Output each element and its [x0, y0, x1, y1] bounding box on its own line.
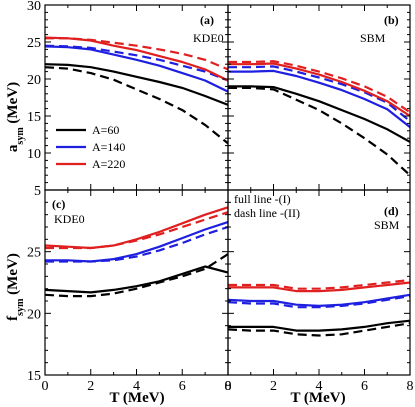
- series-line-panel-c-5: [45, 211, 229, 250]
- y-tick-label-panel-a: 20: [27, 73, 41, 88]
- series-line-panel-a-5: [45, 37, 229, 71]
- panel-a-label: KDE0: [193, 31, 224, 45]
- panel-b: [227, 4, 411, 191]
- series-line-panel-d-4: [228, 281, 411, 293]
- y-tick-label-panel-c: 20: [27, 307, 41, 322]
- annotation-dash-line: dash line -(II): [234, 206, 300, 220]
- series-line-panel-b-4: [228, 62, 411, 117]
- series-line-panel-c-1: [44, 253, 229, 298]
- series-line-panel-c-3: [45, 225, 229, 263]
- panel-d-tag: (d): [384, 204, 399, 218]
- series-line-panel-b-5: [228, 60, 411, 114]
- x-tick-label-panel-d: 2: [270, 379, 277, 394]
- y-tick-label-panel-c: 25: [27, 246, 41, 261]
- panel-d-label: SBM: [374, 218, 400, 232]
- y-axis-title-bottom: fsym (MeV): [5, 253, 26, 321]
- series-line-panel-d-3: [227, 295, 411, 309]
- legend-label-a140: A=140: [92, 140, 125, 154]
- y-tick-label-panel-a: 25: [27, 36, 41, 51]
- y-tick-label-panel-a: 5: [34, 184, 41, 199]
- annotation-full-line: full line -(I): [234, 192, 291, 206]
- panel-c-tag: (c): [52, 197, 65, 211]
- x-axis-title-right: T (MeV): [290, 390, 345, 406]
- series-line-panel-d-1: [227, 322, 411, 337]
- series-line-panel-d-5: [228, 278, 411, 290]
- series-line-panel-b-1: [228, 86, 411, 177]
- y-tick-label-panel-a: 30: [27, 0, 41, 14]
- series-line-panel-c-0: [44, 265, 229, 294]
- x-axis-title-left: T (MeV): [109, 390, 164, 406]
- panel-a: 5 10 15 20 25 30: [27, 0, 229, 199]
- series-line-panel-a-1: [44, 66, 229, 145]
- series-line-panel-a-0: [44, 63, 229, 106]
- x-tick-label-panel-d: 8: [407, 379, 414, 394]
- x-tick-label-panel-c: 4: [133, 379, 140, 394]
- y-tick-label-panel-a: 15: [27, 110, 41, 125]
- series-line-panel-d-0: [228, 319, 411, 332]
- x-tick-label-panel-c: 2: [87, 379, 94, 394]
- x-tick-label-panel-c: 8: [225, 379, 232, 394]
- series-line-panel-d-2: [227, 293, 411, 307]
- legend: A=60 A=140 A=220: [56, 123, 125, 171]
- y-tick-label-panel-a: 10: [27, 147, 41, 162]
- x-tick-label-panel-d: 6: [361, 379, 368, 394]
- panel-b-label: SBM: [360, 31, 386, 45]
- legend-label-a60: A=60: [92, 123, 119, 137]
- x-tick-label-panel-d: 0: [225, 379, 232, 394]
- series-line-panel-b-2: [228, 69, 411, 128]
- x-tick-label-panel-c: 6: [179, 379, 186, 394]
- y-axis-title-top: asym (MeV): [5, 82, 26, 152]
- series-line-panel-b-0: [228, 85, 411, 143]
- panel-c-label: KDE0: [54, 212, 85, 226]
- series-line-panel-a-3: [44, 44, 229, 82]
- y-tick-label-panel-c: 15: [27, 369, 41, 384]
- panel-b-tag: (b): [384, 13, 399, 27]
- series-line-panel-b-3: [228, 65, 411, 123]
- legend-label-a220: A=220: [92, 157, 125, 171]
- x-tick-label-panel-c: 0: [42, 379, 49, 394]
- panel-a-tag: (a): [200, 13, 214, 27]
- x-tick-label-panel-d: 4: [316, 379, 323, 394]
- panel-d: 0 2 4 6 8: [225, 189, 414, 394]
